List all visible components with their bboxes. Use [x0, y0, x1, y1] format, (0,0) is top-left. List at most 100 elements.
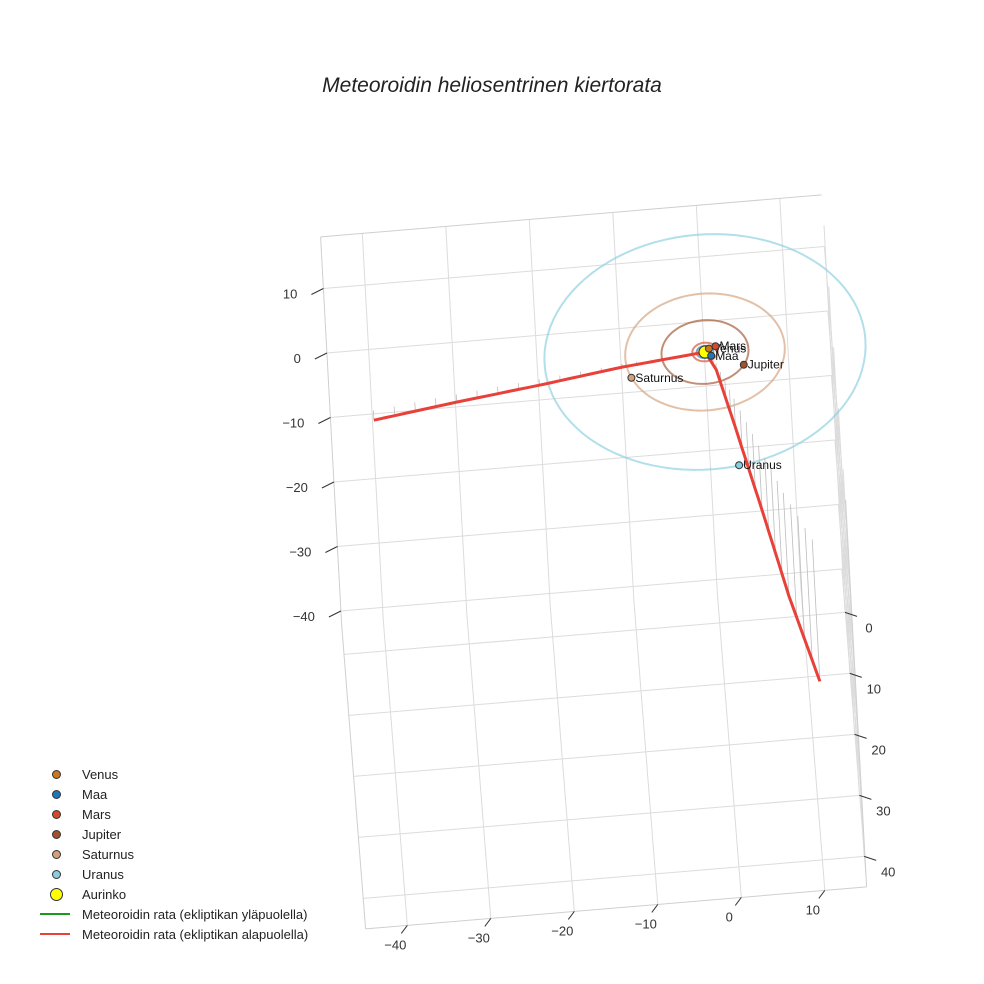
orbit-uranus	[543, 233, 867, 471]
y-tick-mark	[849, 672, 862, 678]
orbit-jupiter	[660, 319, 750, 385]
x-tick-label: 0	[726, 909, 733, 924]
y-tick-label: 10	[867, 681, 881, 696]
x-tick-label: −30	[468, 930, 490, 945]
legend-dot-marker	[51, 769, 61, 779]
legend-label: Meteoroidin rata (ekliptikan yläpuolella…	[82, 906, 308, 922]
legend-item[interactable]: Meteoroidin rata (ekliptikan alapuolella…	[40, 924, 308, 944]
drop-line	[770, 469, 776, 554]
drop-line	[797, 516, 805, 639]
legend-label: Maa	[82, 786, 108, 802]
z-tick-label: −30	[289, 545, 311, 560]
axis-edge	[845, 499, 868, 887]
legend-label: Aurinko	[82, 886, 127, 902]
axis-edge	[320, 194, 822, 238]
legend-item[interactable]: Uranus	[40, 864, 308, 884]
legend-item[interactable]: Jupiter	[40, 824, 308, 844]
legend-item[interactable]: Maa	[40, 784, 308, 804]
z-tick-mark	[321, 481, 335, 489]
grid-line-backwall-x	[612, 212, 635, 600]
grid-line-floor-y	[343, 611, 846, 655]
x-tick-label: −20	[551, 923, 573, 938]
axis-edge	[320, 236, 343, 624]
drop-line	[752, 433, 756, 490]
drop-line	[393, 406, 395, 416]
legend-dot-marker	[49, 887, 63, 901]
y-tick-label: 40	[881, 864, 895, 879]
legend-dot-marker	[51, 849, 61, 859]
axis-ticks: −40 −30 −20 −10 0 10 0 10 20 30 40 10 0 −10 −20 −30 −40	[282, 287, 895, 953]
x-tick-label: −10	[635, 916, 657, 931]
axis-edge	[365, 886, 867, 930]
planet-label-maa: Maa	[715, 349, 739, 363]
drop-line	[758, 445, 763, 511]
legend-item[interactable]: Aurinko	[40, 884, 308, 904]
drop-line	[782, 492, 790, 597]
grid-line-backwall-z	[330, 375, 832, 418]
z-tick-mark	[311, 288, 324, 295]
drop-line	[790, 504, 798, 618]
y-tick-mark	[844, 611, 858, 617]
x-tick-mark	[567, 911, 575, 920]
planet-label-mars: Mars	[720, 339, 747, 353]
x-tick-mark	[400, 925, 408, 934]
grid-line-sidewall-z	[830, 375, 856, 681]
legend-label: Saturnus	[82, 846, 135, 862]
planet-marker-saturnus	[627, 373, 636, 382]
grid-line-backwall-x	[445, 226, 468, 614]
z-tick-label: −20	[286, 480, 308, 495]
z-tick-mark	[325, 546, 338, 553]
legend-label: Jupiter	[82, 826, 122, 842]
grid-line-backwall-z	[340, 568, 842, 612]
x-tick-mark	[651, 904, 659, 913]
meteoroid-track	[373, 350, 822, 682]
legend-item[interactable]: Saturnus	[40, 844, 308, 864]
legend-dot-marker	[51, 809, 61, 819]
planet-marker-mars	[711, 342, 720, 351]
grid-line-sidewall-z	[827, 310, 853, 617]
drop-line	[804, 527, 813, 661]
legend-item[interactable]: Mars	[40, 804, 308, 824]
y-tick-label: 30	[876, 803, 890, 818]
planet-label-venus: Venus	[713, 342, 746, 356]
x-tick-mark	[734, 897, 742, 906]
grid-line-floor-y	[353, 733, 855, 777]
legend-swatch	[40, 784, 74, 804]
grid-line-floor-y	[348, 672, 850, 716]
grid-line-backwall-z	[326, 310, 828, 354]
planet-label-uranus: Uranus	[743, 458, 782, 472]
grid-line-floor-y	[358, 794, 860, 838]
planet-marker-uranus	[735, 461, 744, 470]
axis-edge	[341, 623, 367, 929]
y-tick-label: 0	[865, 620, 872, 635]
grid-line-backwall-x	[779, 198, 802, 586]
z-tick-mark	[314, 352, 328, 360]
planet-marker-maa	[707, 351, 716, 360]
x-tick-mark	[484, 918, 492, 927]
legend-swatch	[40, 844, 74, 864]
z-tick-label: 0	[294, 351, 301, 366]
grid-line-backwall-x	[528, 219, 551, 607]
meteoroid-track-line	[373, 350, 822, 682]
legend-dot-marker	[51, 829, 61, 839]
y-tick-mark	[859, 794, 872, 800]
legend: Venus Maa Mars Jupiter Saturnus Uranus Aurinko…	[40, 764, 308, 944]
planet-marker-jupiter	[739, 360, 748, 369]
drop-line	[739, 410, 743, 449]
legend-label: Mars	[82, 806, 111, 822]
y-tick-mark	[854, 733, 867, 739]
planet-label-jupiter: Jupiter	[748, 358, 784, 372]
orbit-saturnus	[624, 292, 786, 412]
z-tick-mark	[318, 417, 331, 424]
grid-line-backwall-z	[323, 246, 825, 289]
drop-line	[373, 410, 375, 421]
drop-line	[811, 539, 821, 682]
legend-line-marker	[40, 913, 70, 915]
planet-label-saturnus: Saturnus	[635, 371, 683, 385]
planet-orbits	[543, 233, 867, 471]
legend-item[interactable]: Meteoroidin rata (ekliptikan yläpuolella…	[40, 904, 308, 924]
z-tick-label: −40	[293, 609, 315, 624]
legend-item[interactable]: Venus	[40, 764, 308, 784]
